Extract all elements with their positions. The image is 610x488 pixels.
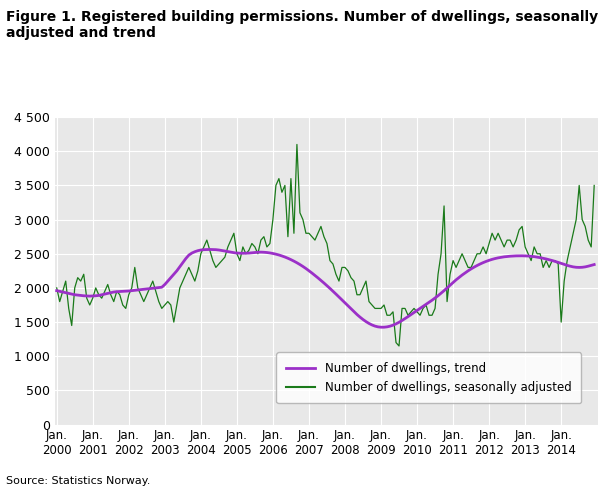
Text: Source: Statistics Norway.: Source: Statistics Norway. xyxy=(6,476,151,486)
Legend: Number of dwellings, trend, Number of dwellings, seasonally adjusted: Number of dwellings, trend, Number of dw… xyxy=(276,352,581,403)
Text: Figure 1. Registered building permissions. Number of dwellings, seasonally
adjus: Figure 1. Registered building permission… xyxy=(6,10,598,40)
